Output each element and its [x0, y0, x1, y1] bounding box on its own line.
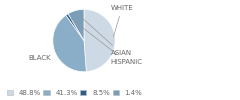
Wedge shape [53, 15, 86, 72]
Text: WHITE: WHITE [110, 5, 133, 37]
Wedge shape [84, 9, 115, 72]
Wedge shape [68, 9, 84, 41]
Text: BLACK: BLACK [29, 50, 57, 61]
Text: HISPANIC: HISPANIC [71, 18, 143, 65]
Text: ASIAN: ASIAN [78, 15, 132, 56]
Wedge shape [66, 14, 84, 41]
Legend: 48.8%, 41.3%, 8.5%, 1.4%: 48.8%, 41.3%, 8.5%, 1.4% [6, 89, 143, 96]
